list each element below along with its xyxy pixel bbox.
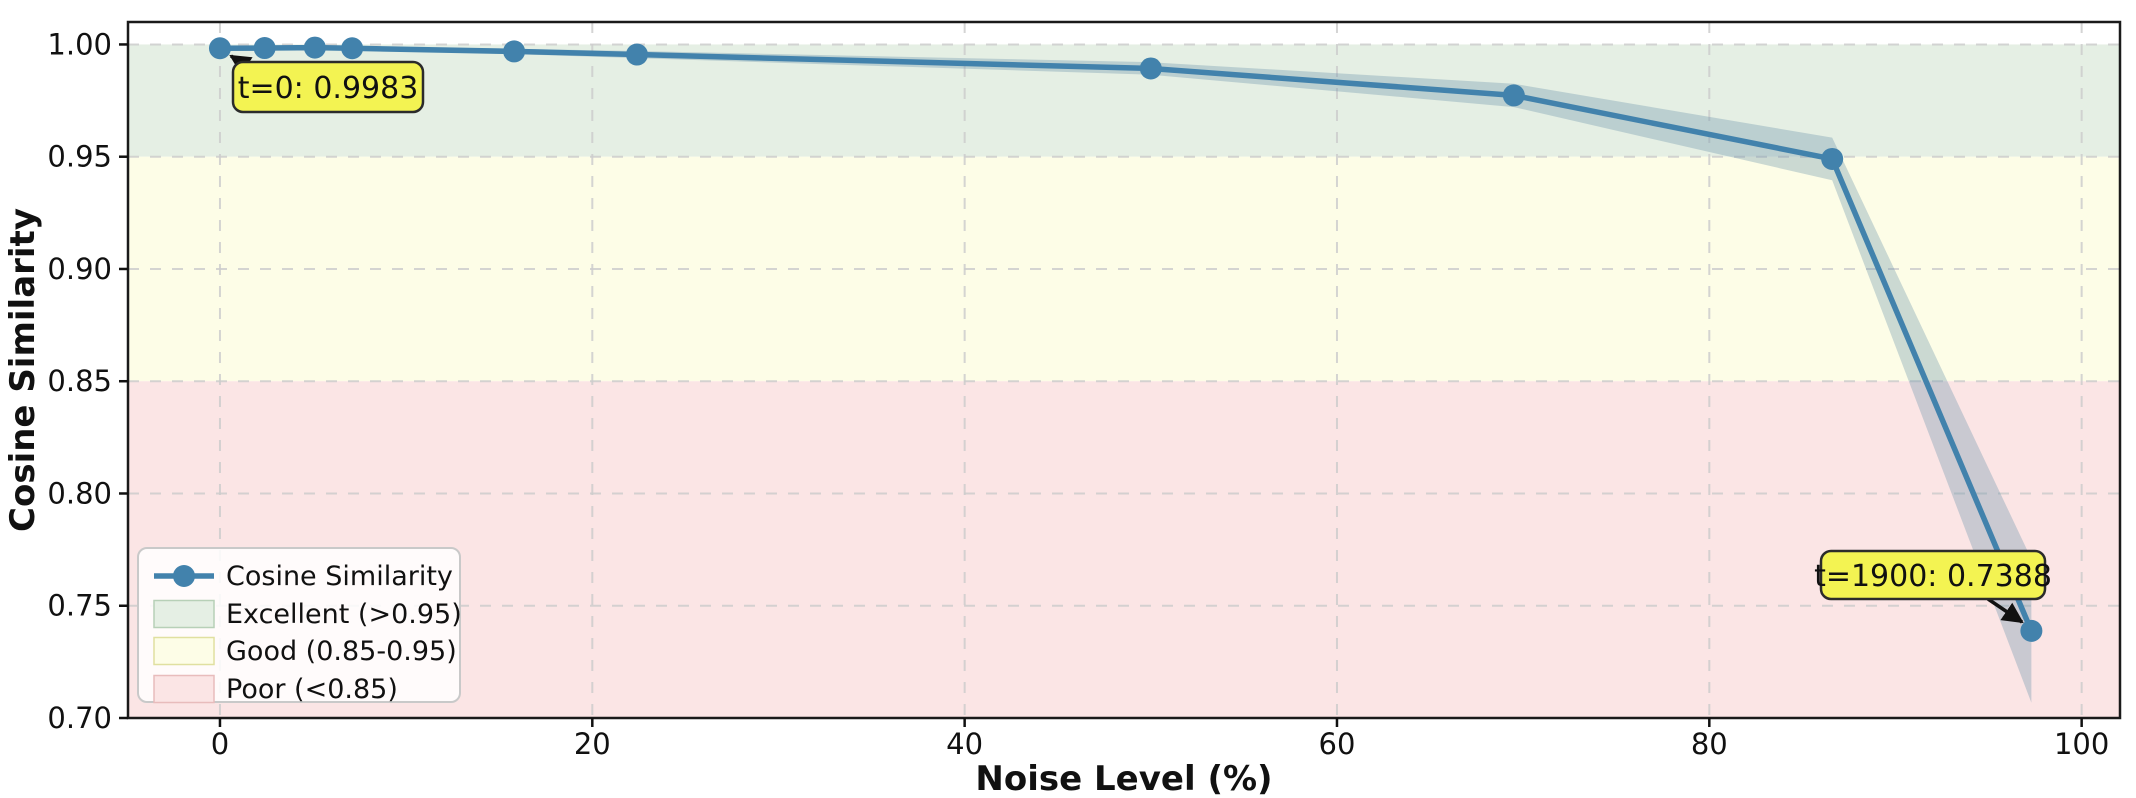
y-tick-label: 0.70 bbox=[47, 701, 112, 735]
y-axis-label: Cosine Similarity bbox=[3, 208, 43, 532]
data-point-marker bbox=[1139, 57, 1162, 80]
plot-border bbox=[126, 20, 2122, 720]
y-tick-label: 0.75 bbox=[47, 589, 112, 623]
data-point-marker bbox=[208, 37, 231, 60]
legend-label: Cosine Similarity bbox=[226, 561, 453, 592]
zone-excellent bbox=[128, 44, 2120, 157]
legend-box bbox=[137, 547, 461, 703]
legend-patch-swatch bbox=[153, 674, 215, 704]
legend-marker-swatch bbox=[173, 565, 195, 587]
x-tick-label: 100 bbox=[2054, 727, 2109, 761]
x-tick-label: 0 bbox=[211, 727, 229, 761]
y-tick-label: 0.80 bbox=[47, 476, 112, 510]
data-point-marker bbox=[253, 37, 276, 60]
legend-label: Good (0.85-0.95) bbox=[226, 636, 457, 667]
data-point-marker bbox=[2020, 619, 2043, 642]
x-tick-label: 20 bbox=[574, 727, 611, 761]
x-tick-label: 40 bbox=[946, 727, 983, 761]
annotation-box bbox=[231, 60, 425, 114]
similarity-line bbox=[217, 44, 2035, 634]
data-point-marker bbox=[1502, 84, 1525, 107]
y-tick-label: 0.85 bbox=[47, 364, 112, 398]
annotation-box bbox=[1819, 549, 2047, 601]
legend-label: Poor (<0.85) bbox=[226, 674, 398, 705]
annotation-arrow bbox=[1987, 597, 2024, 624]
x-axis-label: Noise Level (%) bbox=[975, 759, 1272, 798]
x-tick-label: 80 bbox=[1691, 727, 1728, 761]
x-tick-label: 60 bbox=[1319, 727, 1356, 761]
y-tick-label: 1.00 bbox=[47, 27, 112, 61]
annotation-text: t=0: 0.9983 bbox=[238, 71, 419, 106]
data-point-marker bbox=[303, 36, 326, 59]
legend-patch-swatch bbox=[153, 599, 215, 629]
data-point-marker bbox=[503, 40, 526, 63]
legend-label: Excellent (>0.95) bbox=[226, 599, 462, 630]
legend-patch-swatch bbox=[153, 636, 215, 666]
data-point-marker bbox=[625, 43, 648, 66]
data-point-marker bbox=[341, 37, 364, 60]
data-point-marker bbox=[1821, 147, 1844, 170]
y-tick-label: 0.90 bbox=[47, 252, 112, 286]
annotation-text: t=1900: 0.7388 bbox=[1814, 559, 2052, 594]
legend: Cosine Similarity Excellent (>0.95) Good (… bbox=[137, 547, 462, 705]
y-tick-label: 0.95 bbox=[47, 140, 112, 174]
